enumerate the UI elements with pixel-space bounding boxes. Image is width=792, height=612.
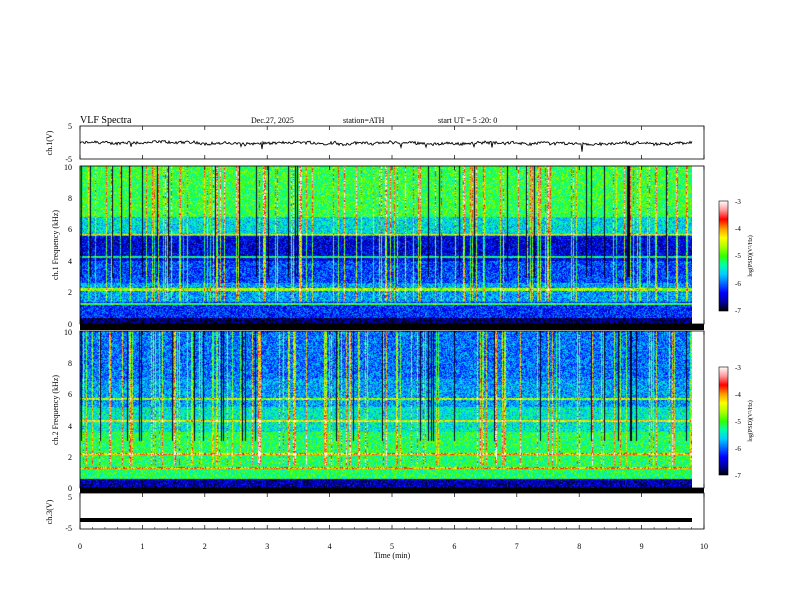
ch2-cb-tick-m7: -7 [735, 472, 741, 480]
station-label: station=ATH [343, 116, 385, 125]
ch3-ylabel: ch.3(V) [45, 499, 54, 524]
start-time-label: start UT = 5 :20: 0 [438, 116, 497, 125]
ch2-cb-tick-m3: -3 [735, 364, 741, 372]
x-tick-label: 4 [328, 542, 332, 551]
ch1-ytick-6: 6 [68, 225, 72, 234]
ch1-ytick-8: 8 [68, 194, 72, 203]
ch2-ytick-0: 0 [68, 484, 72, 493]
ch1-ytick-bottom: -5 [65, 155, 72, 164]
x-tick-label: 8 [577, 542, 581, 551]
x-tick-label: 10 [700, 542, 708, 551]
ch1-ytick-0: 0 [68, 320, 72, 329]
figure-title: VLF Spectra [80, 115, 132, 126]
x-tick-label: 0 [78, 542, 82, 551]
ch1-ytick-2: 2 [68, 288, 72, 297]
x-tick-label: 7 [515, 542, 519, 551]
ch3-waveform-panel: 5 -5 ch.3(V) [45, 488, 705, 533]
ch2-cb-tick-m5: -5 [735, 418, 741, 426]
ch1-ylabel: ch.1(V) [45, 130, 54, 155]
ch2-spectrogram-image [80, 331, 692, 488]
ch1-waveform-panel: 5 -5 ch.1(V) [45, 122, 705, 164]
ch2-cb-tick-m6: -6 [735, 445, 741, 453]
ch1-cb-tick-m4: -4 [735, 225, 741, 233]
ch2-spectrogram-ylabel: ch.2 Frequency (kHz) [51, 375, 60, 445]
x-tick-label: 6 [452, 542, 456, 551]
ch1-ytick-10: 10 [64, 163, 72, 172]
ch1-cb-label: log(PSD)(V²/Hz) [747, 235, 754, 276]
ch1-cb-tick-m5: -5 [735, 252, 741, 260]
ch3-waveform-line [80, 518, 692, 522]
ch1-waveform-line [79, 139, 693, 152]
ch3-ytick-top: 5 [68, 493, 72, 502]
x-tick-label: 2 [203, 542, 207, 551]
ch3-ytick-bottom: -5 [65, 524, 72, 533]
ch1-spectrogram-panel: 10 8 6 4 2 0 ch.1 Frequency (kHz) [51, 163, 705, 329]
ch2-cb-label: log(PSD)(V²/Hz) [747, 400, 754, 441]
ch2-ytick-8: 8 [68, 359, 72, 368]
x-tick-label: 5 [390, 542, 394, 551]
ch2-ytick-4: 4 [68, 422, 72, 431]
ch1-yticks: 10 8 6 4 2 0 [64, 163, 72, 329]
ch1-colorbar: -3 -4 -5 -6 -7 log(PSD)(V²/Hz) [718, 198, 754, 315]
ch2-spectrogram-panel: 10 8 6 4 2 0 ch.2 Frequency (kHz) [51, 328, 705, 493]
ch2-colorbar: -3 -4 -5 -6 -7 log(PSD)(V²/Hz) [718, 364, 754, 480]
ch1-spectrogram-image [80, 166, 692, 324]
ch1-cb-tick-m3: -3 [735, 198, 741, 206]
ch2-cb-tick-m4: -4 [735, 391, 741, 399]
ch2-ytick-2: 2 [68, 453, 72, 462]
x-axis-label: Time (min) [374, 551, 411, 560]
x-tick-label: 9 [640, 542, 644, 551]
ch1-cb-tick-m6: -6 [735, 280, 741, 288]
ch1-ytick-4: 4 [68, 257, 72, 266]
ch1-cb-tick-m7: -7 [735, 307, 741, 315]
x-axis: 0 1 2 3 4 5 6 7 8 9 10 [78, 126, 708, 551]
ch2-ytick-10: 10 [64, 328, 72, 337]
ch1-spectrogram-ylabel: ch.1 Frequency (kHz) [51, 210, 60, 280]
ch2-ytick-6: 6 [68, 390, 72, 399]
x-tick-label: 1 [140, 542, 144, 551]
ch1-ytick-top: 5 [68, 122, 72, 131]
x-tick-label: 3 [265, 542, 269, 551]
date-label: Dec.27, 2025 [251, 116, 294, 125]
